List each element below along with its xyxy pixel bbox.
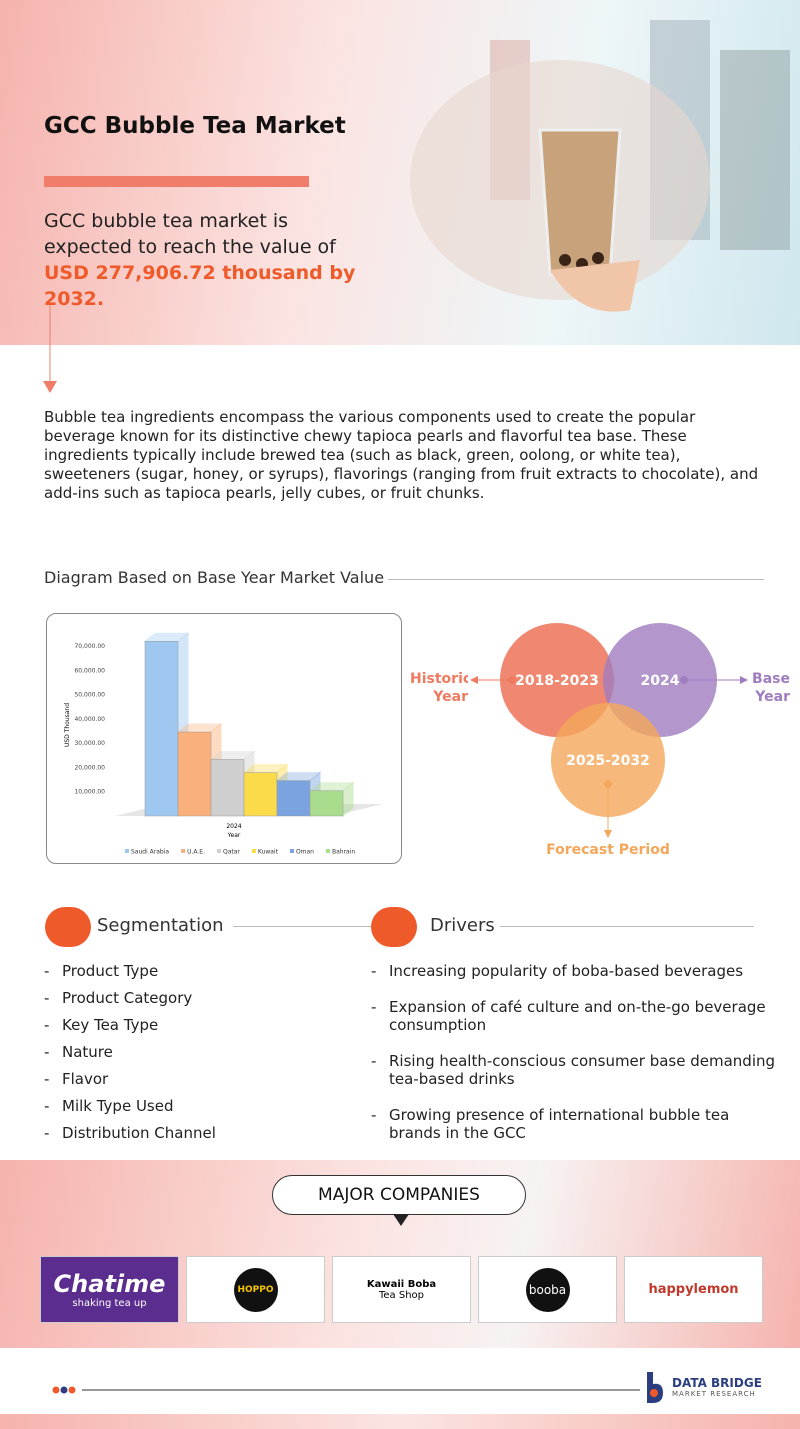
highlight: USD 277,906.72 thousand by 2032. <box>44 262 356 310</box>
chart-frame: 10,000.00 20,000.00 30,000.00 40,000.00 50,0… <box>46 613 402 864</box>
company-logo: happylemon <box>624 1256 763 1323</box>
bar <box>177 731 212 817</box>
footer-rule <box>52 1386 640 1394</box>
segment-item: Flavor <box>44 1070 216 1088</box>
drivers-icon <box>371 907 417 947</box>
legend-label: Kuwait <box>258 849 279 856</box>
company-tagline: shaking tea up <box>72 1298 147 1309</box>
company-name: Kawaii Boba <box>366 1278 437 1290</box>
x-axis-label: Year <box>227 832 241 839</box>
company-name: HOPPO <box>233 1267 278 1312</box>
segment-item: Product Type <box>44 962 216 980</box>
bar <box>210 759 245 817</box>
y-tick-label: 70,000.00 <box>74 643 105 650</box>
company-logo: Kawaii Boba Tea Shop <box>332 1256 471 1323</box>
legend-swatch <box>125 849 129 853</box>
title-bar <box>44 176 309 187</box>
y-tick-label: 20,000.00 <box>74 764 105 771</box>
segmentation-list: Product Type Product Category Key Tea Type… <box>44 962 216 1142</box>
legend-label: Saudi Arabia <box>131 849 169 856</box>
rule <box>233 926 373 927</box>
company-logo: HOPPO <box>186 1256 325 1323</box>
section-title: Diagram Based on Base Year Market Value <box>44 568 389 587</box>
y-tick-label: 10,000.00 <box>74 789 105 796</box>
segmentation-title: Segmentation <box>97 915 224 936</box>
segment-item: Milk Type Used <box>44 1097 216 1115</box>
rule <box>500 926 754 927</box>
driver-item: Expansion of café culture and on-the-go … <box>371 998 781 1034</box>
y-tick-label: 30,000.00 <box>74 740 105 747</box>
title: GCC Bubble Tea Market <box>44 113 346 139</box>
companies-title: MAJOR COMPANIES <box>272 1175 526 1215</box>
rule <box>44 579 764 580</box>
pointer <box>393 1214 409 1226</box>
legend-swatch <box>289 849 294 853</box>
legend-label: Bahrain <box>332 849 355 856</box>
legend-swatch <box>181 849 186 853</box>
chart: 10,000.00 20,000.00 30,000.00 40,000.00 50,0… <box>64 632 383 856</box>
down-arrow <box>43 305 57 393</box>
footer-logo-mark <box>647 1372 663 1403</box>
company-name: Chatime <box>53 1270 166 1298</box>
company-name: booba <box>525 1267 570 1312</box>
bar <box>276 780 311 817</box>
base-label: Base Year <box>752 671 790 705</box>
driver-item: Rising health-conscious consumer base de… <box>371 1052 781 1088</box>
company-tagline: Tea Shop <box>378 1289 425 1301</box>
drivers-title: Drivers <box>430 915 495 936</box>
footer-sub: MARKET RESEARCH <box>672 1390 756 1398</box>
intro-text: Bubble tea ingredients encompass the var… <box>44 408 759 502</box>
bar <box>309 790 344 817</box>
historic-period: 2018-2023 <box>515 673 599 689</box>
legend-swatch <box>325 849 330 853</box>
legend-label: Oman <box>296 849 314 856</box>
y-tick-label: 40,000.00 <box>74 716 105 723</box>
company-logo: Chatime shaking tea up <box>40 1256 179 1323</box>
y-tick-label: 60,000.00 <box>74 667 105 674</box>
segment-item: Distribution Channel <box>44 1124 216 1142</box>
segment-item: Product Category <box>44 989 216 1007</box>
bar <box>243 772 278 817</box>
company-name: happylemon <box>648 1282 739 1297</box>
legend-label: U.A.E. <box>187 849 205 856</box>
driver-item: Growing presence of international bubble… <box>371 1106 781 1142</box>
segment-item: Nature <box>44 1043 216 1061</box>
y-tick-label: 50,000.00 <box>74 692 105 699</box>
forecast-period: 2025-2032 <box>566 753 650 769</box>
x-tick-label: 2024 <box>226 823 241 830</box>
drivers-list: Increasing popularity of boba-based beve… <box>371 962 781 1142</box>
segmentation-icon <box>45 907 91 947</box>
footer-brand: DATA BRIDGE <box>672 1376 762 1390</box>
footer-band <box>0 1414 800 1429</box>
historic-label: Historic Year <box>410 671 468 705</box>
segment-item: Key Tea Type <box>44 1016 216 1034</box>
timeline-venn: 2018-2023 2024 2025-2032 Historic Year B… <box>410 623 790 858</box>
base-period: 2024 <box>641 673 680 689</box>
forecast-label: Forecast Period <box>546 842 670 858</box>
y-axis-label: USD Thousand <box>64 703 71 747</box>
legend-label: Qatar <box>223 849 240 856</box>
legend-swatch <box>251 849 256 853</box>
hero-illustration <box>410 20 790 312</box>
lead-text: GCC bubble tea market is expected to rea… <box>44 208 364 312</box>
bar <box>144 641 179 817</box>
driver-item: Increasing popularity of boba-based beve… <box>371 962 781 980</box>
lead: GCC bubble tea market is expected to rea… <box>44 210 336 258</box>
company-logo: booba <box>478 1256 617 1323</box>
legend-swatch <box>216 849 221 853</box>
